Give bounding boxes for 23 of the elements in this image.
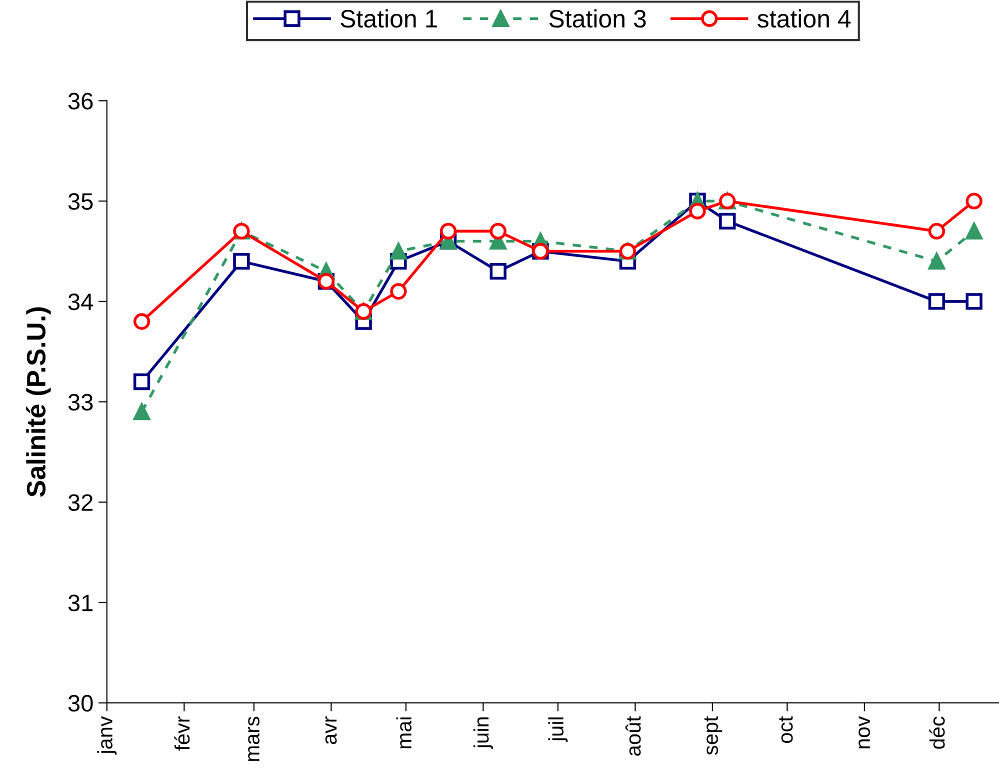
x-tick-label: juin [473, 717, 493, 749]
x-tick-label: avr [325, 716, 337, 744]
x-tick-label: févr [174, 716, 190, 750]
x-tick-label: mars [248, 716, 260, 761]
x-tick-label: sept [704, 716, 722, 755]
legend-label: station 4 [758, 9, 851, 28]
legend-label: Station 1 [340, 9, 437, 28]
x-tick-label: juil [548, 717, 568, 742]
y-axis-title: Salinité (P.S.U.) [26, 307, 51, 497]
y-tick-label: 34 [68, 294, 94, 310]
x-tick-label: déc [929, 716, 945, 749]
y-tick-label: 36 [68, 92, 93, 110]
y-tick-label: 30 [68, 694, 93, 712]
x-tick-label: oct [779, 716, 793, 743]
y-tick-label: 33 [68, 394, 93, 411]
legend-label: Station 3 [549, 9, 646, 28]
y-tick-label: 31 [68, 594, 93, 612]
x-tick-label: nov [858, 716, 870, 748]
y-tick-label: 32 [68, 494, 93, 511]
x-tick-label: mai [396, 717, 412, 748]
x-tick-label: août [625, 716, 641, 756]
x-tick-label: janv [97, 716, 117, 755]
y-tick-label: 35 [68, 193, 93, 210]
